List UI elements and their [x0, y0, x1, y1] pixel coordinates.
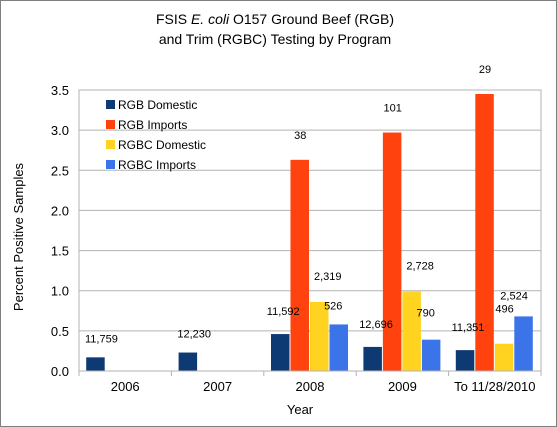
y-tick-label: 3.0 [51, 123, 69, 138]
legend-swatch [106, 160, 115, 169]
x-tick-labels: 2006 2007 2008 2009 To 11/28/2010 [111, 379, 536, 394]
bar [455, 350, 475, 371]
legend-label: RGB Domestic [118, 98, 197, 112]
bar [178, 352, 198, 371]
data-label: 790 [416, 308, 434, 320]
bar [475, 94, 494, 371]
bar [514, 316, 533, 371]
bar [421, 339, 441, 371]
x-tick-label: 2008 [296, 379, 325, 394]
data-label: 526 [324, 300, 342, 312]
bars [86, 94, 533, 371]
y-tick-labels: 0.0 0.5 1.0 1.5 2.0 2.5 3.0 3.5 [51, 83, 69, 379]
legend-swatch [106, 100, 115, 109]
data-label: 11,759 [85, 333, 118, 345]
data-label: 11,592 [267, 306, 300, 318]
y-tick-label: 1.5 [51, 244, 69, 259]
legend-swatch [106, 140, 115, 149]
bar [271, 334, 290, 371]
bar [382, 132, 402, 371]
bar [329, 324, 348, 371]
legend-label: RGB Imports [118, 118, 187, 132]
y-tick-label: 0.0 [51, 364, 69, 379]
data-labels: 11,759 12,230 11,592 12,696 11,351 38 101 29 2,3… [85, 64, 528, 345]
chart-title-line2: and Trim (RGBC) Testing by Program [159, 31, 391, 47]
x-tick-label: To 11/28/2010 [454, 379, 535, 394]
data-label: 2,524 [500, 290, 528, 302]
x-tick-label: 2009 [388, 379, 417, 394]
bar [86, 357, 105, 371]
y-tick-label: 2.0 [51, 203, 69, 218]
chart-title-line1: FSIS E. coli O157 Ground Beef (RGB) [156, 11, 394, 27]
bar [290, 159, 309, 371]
data-label: 12,696 [359, 319, 393, 331]
bar [494, 343, 514, 371]
legend-swatch [106, 120, 115, 129]
plot-area-border [78, 89, 542, 372]
x-tick-label: 2007 [203, 379, 232, 394]
data-label: 496 [495, 304, 513, 316]
data-label: 2,728 [406, 261, 434, 273]
legend-label: RGBC Domestic [118, 138, 206, 152]
bar [402, 291, 421, 371]
y-tick-label: 0.5 [51, 324, 69, 339]
y-axis-title: Percent Positive Samples [11, 162, 26, 311]
y-tick-label: 1.0 [51, 284, 69, 299]
x-tick-label: 2006 [111, 379, 140, 394]
x-axis-title: Year [287, 402, 314, 417]
data-label: 11,351 [452, 322, 485, 334]
data-label: 38 [294, 130, 306, 142]
legend-label: RGBC Imports [118, 158, 196, 172]
data-label: 2,319 [314, 271, 342, 283]
data-label: 101 [383, 103, 401, 115]
bar [363, 346, 382, 371]
legend: RGB Domestic RGB Imports RGBC Domestic RGBC… [106, 98, 206, 172]
y-tick-label: 2.5 [51, 163, 69, 178]
bar [310, 301, 329, 371]
data-label: 29 [479, 64, 491, 76]
y-tick-label: 3.5 [51, 83, 69, 98]
data-label: 12,230 [177, 329, 211, 341]
